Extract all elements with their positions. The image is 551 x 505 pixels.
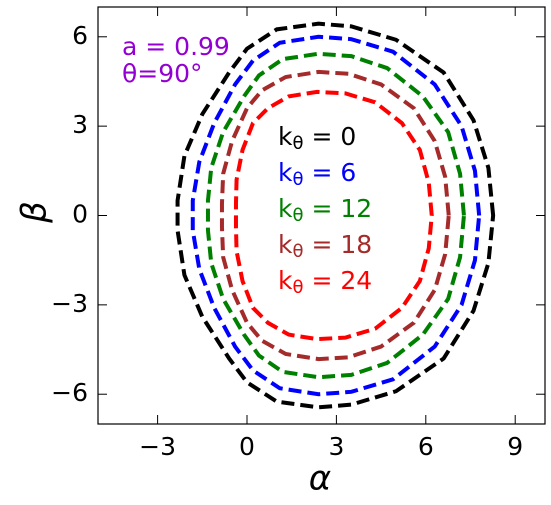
x-tick-label: −3 bbox=[139, 432, 176, 461]
legend-entry: kθ = 0 bbox=[278, 122, 356, 154]
shadow-curve bbox=[205, 51, 466, 380]
legend-entry: kθ = 24 bbox=[278, 266, 372, 298]
y-tick-label: −6 bbox=[51, 378, 88, 407]
shadow-curve bbox=[233, 89, 434, 342]
legend-entry: kθ = 12 bbox=[278, 194, 372, 226]
annotation: θ=90° bbox=[122, 59, 203, 88]
y-axis-label: β bbox=[15, 201, 55, 224]
legend-entry: kθ = 18 bbox=[278, 230, 372, 262]
x-tick-label: 3 bbox=[328, 432, 344, 461]
shadow-curve bbox=[175, 21, 496, 410]
shadow-curve bbox=[219, 69, 451, 362]
annotation: a = 0.99 bbox=[122, 32, 230, 61]
x-axis-label: α bbox=[309, 459, 331, 499]
y-tick-label: −3 bbox=[51, 289, 88, 318]
y-tick-label: 3 bbox=[72, 110, 88, 139]
y-tick-label: 0 bbox=[72, 200, 88, 229]
x-tick-label: 9 bbox=[507, 432, 523, 461]
shadow-curve bbox=[190, 34, 482, 397]
x-tick-label: 6 bbox=[418, 432, 434, 461]
x-tick-label: 0 bbox=[239, 432, 255, 461]
legend-entry: kθ = 6 bbox=[278, 158, 356, 190]
y-tick-label: 6 bbox=[72, 21, 88, 50]
